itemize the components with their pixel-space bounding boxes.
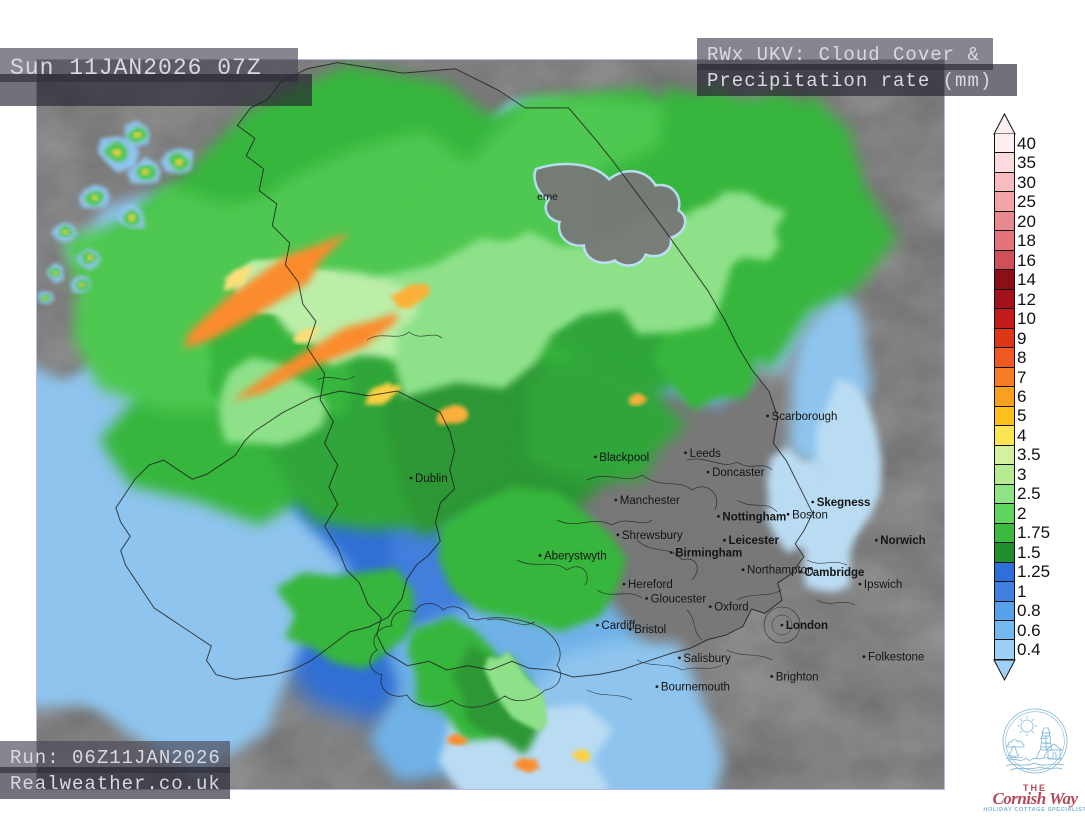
svg-text:Birmingham: Birmingham (675, 548, 742, 560)
svg-text:Brighton: Brighton (776, 671, 819, 683)
svg-text:Blackpool: Blackpool (599, 452, 649, 464)
svg-text:Norwich: Norwich (880, 535, 925, 547)
svg-text:Bournemouth: Bournemouth (661, 682, 730, 694)
svg-text:Leicester: Leicester (729, 535, 780, 547)
svg-text:London: London (786, 620, 828, 632)
svg-text:Dublin: Dublin (415, 473, 448, 485)
svg-text:Gloucester: Gloucester (651, 593, 707, 605)
svg-text:Doncaster: Doncaster (712, 467, 765, 479)
svg-text:Shrewsbury: Shrewsbury (622, 530, 683, 542)
svg-text:Folkestone: Folkestone (868, 652, 924, 664)
svg-text:Bristol: Bristol (634, 624, 666, 636)
svg-text:Cambridge: Cambridge (804, 567, 864, 579)
svg-text:Salisbury: Salisbury (683, 653, 731, 665)
svg-text:Ipswich: Ipswich (864, 579, 902, 591)
svg-text:Scarborough: Scarborough (772, 411, 838, 423)
svg-text:Oxford: Oxford (714, 602, 749, 614)
svg-text:Leeds: Leeds (690, 448, 722, 460)
svg-text:Aberystwyth: Aberystwyth (544, 550, 607, 562)
svg-text:Nottingham: Nottingham (722, 511, 786, 523)
svg-text:Boston: Boston (792, 509, 828, 521)
svg-text:erne: erne (537, 191, 558, 203)
svg-text:Skegness: Skegness (817, 497, 871, 509)
svg-text:Hereford: Hereford (628, 579, 673, 591)
svg-text:Manchester: Manchester (620, 495, 680, 507)
